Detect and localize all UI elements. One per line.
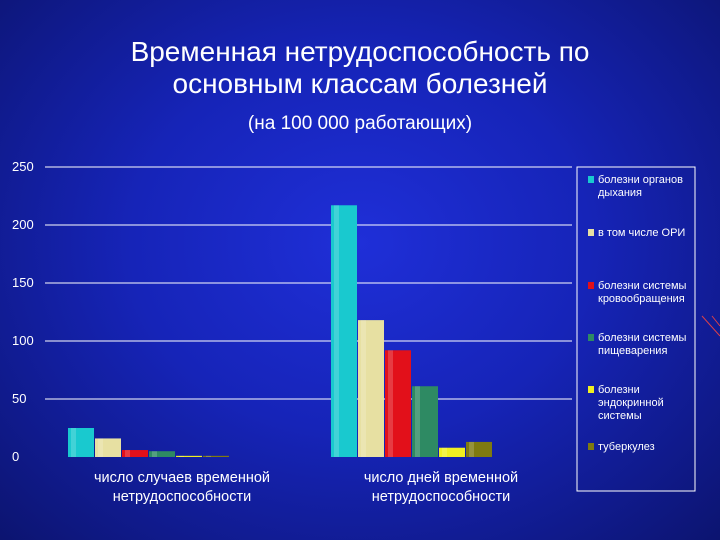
slide-title: Временная нетрудоспособность по основным… <box>0 36 720 100</box>
legend-swatch <box>588 443 594 450</box>
slide-subtitle: (на 100 000 работающих) <box>247 113 473 134</box>
bar <box>203 455 229 457</box>
y-tick-label: 0 <box>12 449 19 464</box>
category-label: число дней временной <box>364 470 518 486</box>
decorative-stroke <box>701 315 720 337</box>
bars <box>68 205 492 457</box>
legend-label: системы <box>598 410 642 422</box>
legend-swatch <box>588 386 594 393</box>
bar-highlight <box>334 205 339 457</box>
bar <box>439 447 465 457</box>
bar-highlight <box>388 350 393 457</box>
bar-highlight <box>469 441 474 457</box>
bar-highlight <box>415 386 420 457</box>
y-tick-label: 150 <box>12 275 34 290</box>
legend-swatch <box>588 334 594 341</box>
bar-highlight <box>442 447 447 457</box>
bar <box>122 450 148 457</box>
bar-highlight <box>179 455 184 457</box>
legend-label: болезни системы <box>598 332 687 344</box>
bar-highlight <box>152 451 157 457</box>
bar <box>466 441 492 457</box>
category-labels: число случаев временной нетрудоспособност… <box>94 470 518 505</box>
bar <box>412 386 438 457</box>
bar <box>95 438 121 457</box>
bar <box>149 451 175 457</box>
bar <box>358 320 384 457</box>
legend-label: болезни <box>598 384 640 396</box>
slide-title-line1: Временная нетрудоспособность по <box>130 36 590 67</box>
legend-label: в том числе ОРИ <box>598 227 685 239</box>
legend-box <box>576 166 696 492</box>
legend-label: туберкулез <box>598 441 655 453</box>
category-label: нетрудоспособности <box>372 489 510 505</box>
slide-title-line2: основным классам болезней <box>172 68 548 99</box>
bar-highlight <box>98 438 103 457</box>
y-tick-label: 100 <box>12 333 34 348</box>
bar-highlight <box>125 450 130 457</box>
bar <box>176 455 202 457</box>
y-axis: 0 50 100 150 200 250 <box>12 159 34 464</box>
y-tick-label: 250 <box>12 159 34 174</box>
legend-label: болезни системы <box>598 280 687 292</box>
y-tick-label: 50 <box>12 391 26 406</box>
legend-label: эндокринной <box>598 397 664 409</box>
legend-label: кровообращения <box>598 293 685 305</box>
bar <box>331 205 357 457</box>
legend-label: дыхания <box>598 187 642 199</box>
bar-highlight <box>361 320 366 457</box>
decoration <box>701 315 720 337</box>
bar-highlight <box>71 428 76 457</box>
gridlines <box>45 166 572 400</box>
legend-label: болезни органов <box>598 174 683 186</box>
legend-swatch <box>588 282 594 289</box>
bar-highlight <box>206 455 211 457</box>
bar <box>68 428 94 457</box>
legend-swatch <box>588 176 594 183</box>
bar <box>385 350 411 457</box>
legend-label: пищеварения <box>598 345 667 357</box>
y-tick-label: 200 <box>12 217 34 232</box>
category-label: число случаев временной <box>94 470 270 486</box>
category-label: нетрудоспособности <box>113 489 251 505</box>
legend-swatch <box>588 229 594 236</box>
